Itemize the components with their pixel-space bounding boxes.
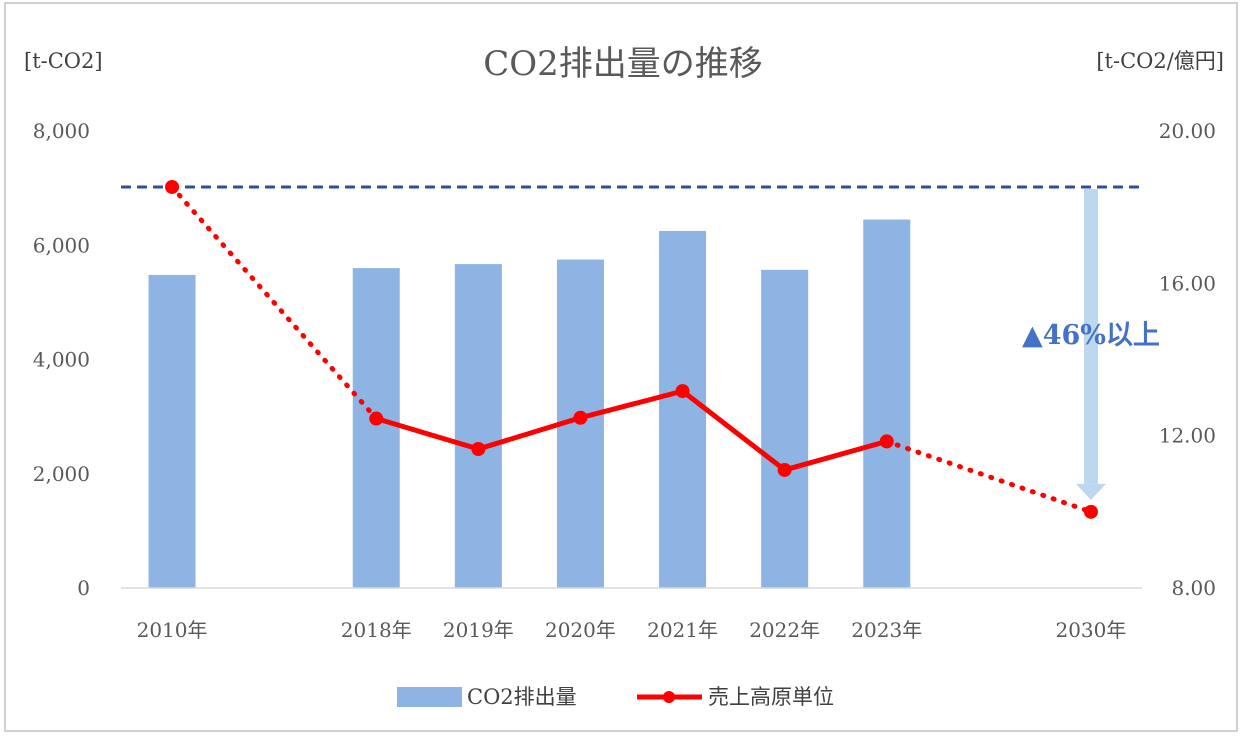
category-label: 2023年 — [851, 618, 922, 642]
left-tick-label: 6,000 — [33, 233, 90, 257]
chart-frame: CO2排出量の推移 [t-CO2] [t-CO2/億円] 0 2,000 4,000… — [4, 2, 1238, 732]
bar — [352, 268, 400, 588]
chart-svg: CO2排出量の推移 [t-CO2] [t-CO2/億円] 0 2,000 4,000… — [24, 44, 1224, 709]
bar — [863, 219, 911, 588]
line-segment-dotted — [884, 438, 1094, 515]
reduction-arrow-head — [1075, 483, 1106, 500]
legend-label-bar: CO2排出量 — [467, 685, 577, 709]
chart-title: CO2排出量の推移 — [483, 44, 763, 84]
bar — [148, 274, 196, 588]
line-point — [879, 434, 894, 449]
category-label: 2021年 — [647, 618, 718, 642]
bar — [659, 230, 707, 588]
line-segment-dotted — [169, 184, 379, 422]
left-axis-unit: [t-CO2] — [24, 49, 103, 73]
plot-area: 0 2,000 4,000 6,000 8,000 8.00 12.00 16.00 20.00… — [33, 119, 1216, 642]
line-point — [777, 462, 792, 477]
line-point — [1083, 504, 1098, 519]
legend-label-line: 売上高原単位 — [708, 685, 834, 709]
legend: CO2排出量 売上高原単位 — [397, 685, 834, 709]
line-point — [471, 441, 486, 456]
line-point — [369, 411, 384, 426]
line-point — [165, 179, 180, 194]
category-label: 2022年 — [749, 618, 820, 642]
category-label: 2019年 — [443, 618, 514, 642]
category-label: 2018年 — [341, 618, 412, 642]
right-tick-label: 12.00 — [1159, 424, 1216, 448]
right-axis-unit: [t-CO2/億円] — [1096, 49, 1224, 73]
right-tick-label: 8.00 — [1171, 576, 1216, 600]
category-label: 2030年 — [1055, 618, 1126, 642]
bar — [761, 269, 809, 588]
bar — [454, 264, 502, 588]
category-label: 2010年 — [137, 618, 208, 642]
legend-swatch-marker — [663, 691, 675, 703]
left-tick-label: 0 — [77, 576, 90, 600]
left-tick-label: 8,000 — [33, 119, 90, 143]
line-point — [675, 384, 690, 399]
reduction-annotation: ▲46%以上 — [1022, 320, 1160, 351]
legend-swatch-bar — [397, 687, 462, 707]
line-series-solid — [375, 388, 888, 473]
right-tick-label: 16.00 — [1159, 271, 1216, 295]
left-tick-label: 2,000 — [33, 462, 90, 486]
left-tick-label: 4,000 — [33, 348, 90, 372]
right-tick-label: 20.00 — [1159, 119, 1216, 143]
category-label: 2020年 — [545, 618, 616, 642]
reduction-arrow-shaft — [1083, 188, 1098, 484]
line-point — [573, 410, 588, 425]
